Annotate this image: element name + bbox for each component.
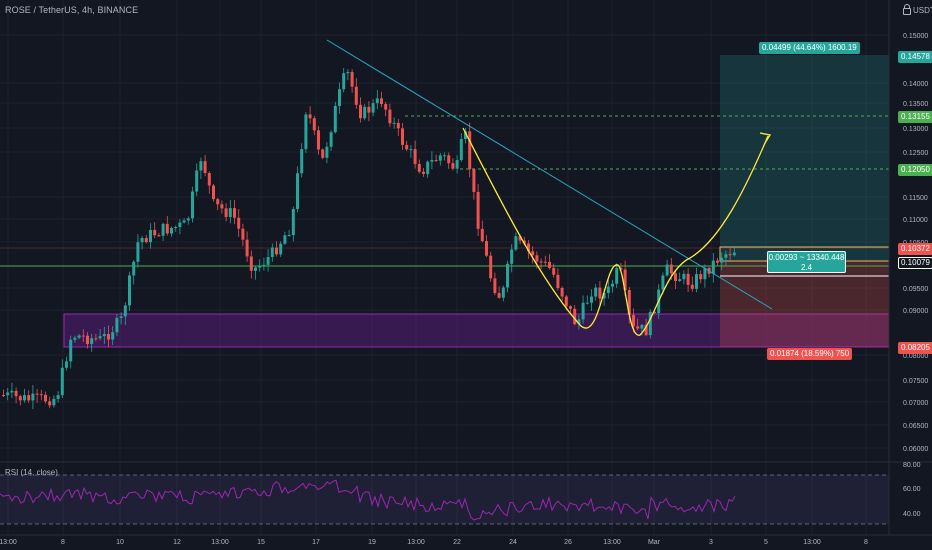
time-tick-label: Mar [648, 539, 661, 546]
price-tick-label: 0.11000 [903, 217, 928, 224]
price-axis[interactable]: 0.15000 0.14000 0.13500 0.13000 0.12500 0.115… [903, 33, 928, 453]
time-tick-label: 8 [864, 539, 868, 546]
time-tick-label: 13:00 [211, 539, 229, 546]
currency-selector[interactable]: USDT [903, 4, 932, 15]
rsi-band [0, 475, 889, 524]
loss-label: 0.01874 (18.59%) 750 [767, 348, 853, 360]
rsi-tick-label: 60.00 [903, 486, 921, 493]
time-tick-label: 24 [509, 539, 517, 546]
rr-line-1: 0.00293 ~ 13340.448 [768, 253, 845, 262]
time-tick-label: 13:00 [803, 539, 821, 546]
price-tick-label: 0.13000 [903, 126, 928, 133]
price-tick-label: 0.13500 [903, 101, 928, 108]
rsi-axis: 80.00 60.00 40.00 [903, 462, 921, 518]
time-tick-label: 8 [61, 539, 65, 546]
time-axis[interactable]: 13:00 8 10 12 13:00 15 17 19 13:00 22 24 26 13:00 Mar… [0, 539, 868, 546]
candles [2, 67, 736, 410]
time-tick-label: 13:00 [603, 539, 621, 546]
time-tick-label: 10 [116, 539, 124, 546]
time-tick-label: 12 [173, 539, 181, 546]
profit-zone [720, 55, 889, 261]
stop-price-tag: 0.08205 [898, 342, 932, 354]
projection-path [462, 127, 769, 336]
price-tick-label: 0.06000 [903, 446, 928, 453]
entry-price-tag: 0.10079 [898, 257, 932, 269]
currency-label: USDT [913, 5, 932, 15]
time-tick-label: 26 [564, 539, 572, 546]
level-mid-tag: 0.12050 [898, 164, 932, 176]
price-tick-label: 0.11500 [903, 195, 928, 202]
price-tick-label: 0.07500 [903, 378, 928, 385]
time-tick-label: 15 [257, 539, 265, 546]
time-tick-label: 13:00 [407, 539, 425, 546]
price-tick-label: 0.14000 [903, 81, 928, 88]
current-price-tag: 0.10372 [898, 243, 932, 255]
time-tick-label: 17 [312, 539, 320, 546]
target-price-tag: 0.14578 [898, 51, 932, 63]
price-tick-label: 0.06500 [903, 423, 928, 430]
time-tick-label: 22 [453, 539, 461, 546]
rsi-line [0, 479, 736, 521]
rsi-indicator-title[interactable]: RSI (14, close) [5, 468, 58, 477]
time-tick-label: 13:00 [0, 539, 17, 546]
price-tick-label: 0.07000 [903, 400, 928, 407]
level-high-tag: 0.13155 [898, 111, 932, 123]
rsi-tick-label: 80.00 [903, 462, 921, 469]
projection-arrowhead [759, 132, 772, 144]
descending-trendline [326, 39, 773, 310]
price-tick-label: 0.09500 [903, 286, 928, 293]
time-tick-label: 3 [709, 539, 713, 546]
risk-reward-box: 0.00293 ~ 13340.448 2.4 [767, 251, 846, 273]
price-tick-label: 0.12500 [903, 150, 928, 157]
chart-grid [0, 0, 889, 535]
price-tick-label: 0.15000 [903, 33, 928, 40]
price-tick-label: 0.08000 [903, 353, 928, 360]
profit-label: 0.04499 (44.64%) 1600.19 [759, 42, 860, 54]
time-tick-label: 19 [368, 539, 376, 546]
loss-zone [720, 261, 889, 347]
time-tick-label: 5 [764, 539, 768, 546]
price-tick-label: 0.09000 [903, 308, 928, 315]
rsi-tick-label: 40.00 [903, 511, 921, 518]
symbol-title[interactable]: ROSE / TetherUS, 4h, BINANCE [5, 5, 139, 15]
lock-icon [903, 4, 911, 15]
rr-line-2: 2.4 [800, 263, 813, 272]
